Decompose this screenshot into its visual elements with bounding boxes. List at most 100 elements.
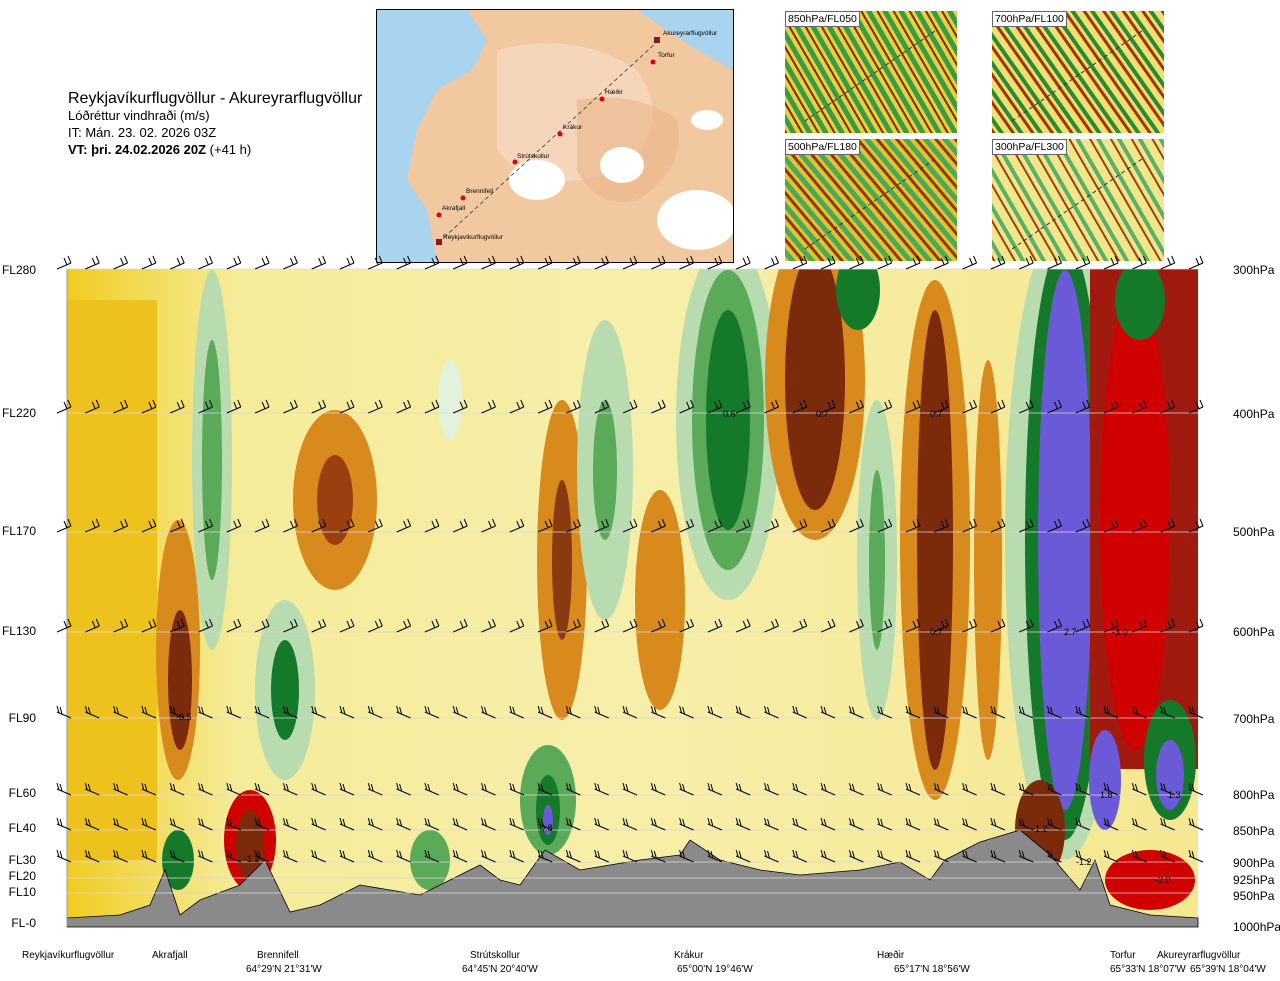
- waypoint-name: Akureyrarflugvöllur: [1157, 950, 1241, 961]
- wind-barb: [622, 399, 638, 414]
- thumbnail-300hpa[interactable]: 300hPa/FL300: [992, 139, 1164, 261]
- wind-barb: [1160, 782, 1175, 796]
- wind-barb: [764, 518, 779, 533]
- wind-barb: [650, 705, 666, 719]
- contour-value-label: 1.3: [1168, 790, 1181, 800]
- wind-barb: [622, 782, 638, 796]
- waypoint-coord: 64°29'N 21°31'W: [246, 964, 322, 975]
- wind-barb: [113, 518, 129, 533]
- map-label-akureyri: Akureyrarflugvöllur: [663, 30, 718, 37]
- valid-time-main: VT: þri. 24.02.2026 20Z: [68, 142, 207, 157]
- wind-barb: [537, 782, 553, 796]
- wind-barb: [453, 618, 468, 633]
- wind-barb: [707, 399, 723, 414]
- wind-barb: [933, 817, 949, 831]
- wind-barb: [339, 518, 355, 533]
- wind-barb: [311, 518, 327, 533]
- wind-barb: [367, 849, 383, 863]
- wind-barb: [452, 817, 468, 831]
- wind-barb: [339, 849, 355, 863]
- wind-barb: [1075, 618, 1091, 633]
- route-title: Reykjavíkurflugvöllur - Akureyrarflugvöl…: [68, 90, 363, 107]
- wind-barb: [1188, 518, 1204, 533]
- wind-barb: [820, 782, 836, 796]
- wind-barb: [283, 518, 298, 533]
- wind-barb: [254, 782, 270, 796]
- wind-barb: [481, 849, 496, 863]
- wind-barb: [1188, 782, 1204, 796]
- thumbnail-850hpa[interactable]: 850hPa/FL050: [785, 11, 957, 133]
- flight-level-label: FL60: [8, 786, 36, 800]
- wind-barb: [1018, 705, 1034, 719]
- wind-barb: [254, 618, 270, 633]
- wind-barb: [170, 618, 185, 633]
- wind-barb: [1075, 255, 1091, 270]
- wind-barb: [169, 849, 185, 863]
- wind-barb: [962, 705, 977, 719]
- wind-barb: [169, 817, 185, 831]
- wind-barb: [56, 255, 72, 270]
- pressure-level-label: 300hPa: [1233, 263, 1275, 277]
- wind-barb: [849, 518, 864, 533]
- wind-barb: [934, 255, 949, 270]
- wind-barb: [198, 849, 213, 863]
- wind-barb: [1103, 782, 1119, 796]
- wind-barb: [792, 399, 808, 414]
- wind-barb: [84, 705, 100, 719]
- wind-barb: [1047, 782, 1062, 796]
- wind-barb: [651, 399, 666, 414]
- chart-title-block: Reykjavíkurflugvöllur - Akureyrarflugvöl…: [68, 90, 362, 158]
- wind-barb: [764, 849, 779, 863]
- wind-barb: [622, 817, 638, 831]
- wind-barb: [311, 849, 326, 863]
- wind-barb: [84, 782, 100, 796]
- thumbnail-700hpa[interactable]: 700hPa/FL100: [992, 11, 1164, 133]
- contour-value-label: 0.7: [930, 409, 943, 419]
- wind-barb: [424, 518, 440, 533]
- wind-barb: [962, 618, 978, 633]
- wind-barb: [1131, 782, 1147, 796]
- flight-level-label: FL10: [8, 885, 36, 899]
- wind-barb: [990, 705, 1006, 719]
- wind-barb: [56, 618, 72, 633]
- wind-barb: [1019, 255, 1034, 270]
- wind-barb: [226, 399, 242, 414]
- wind-barb: [311, 817, 326, 831]
- wind-barb: [707, 849, 723, 863]
- wind-barb: [396, 705, 411, 719]
- wind-barb: [1019, 399, 1034, 414]
- waypoint-name: Strútskollur: [470, 950, 521, 961]
- wind-barb: [679, 817, 694, 831]
- wind-barb: [594, 618, 610, 633]
- wind-barb: [113, 255, 129, 270]
- wind-barb: [820, 255, 836, 270]
- contour-value-label: 1.8: [1100, 790, 1113, 800]
- flight-level-label: FL220: [1, 406, 36, 420]
- wind-barb: [226, 782, 241, 796]
- wind-barb: [594, 518, 610, 533]
- wind-barb: [1132, 255, 1147, 270]
- wind-barb: [792, 618, 808, 633]
- wind-barb: [594, 255, 610, 270]
- wind-barb: [622, 255, 638, 270]
- wind-barb: [226, 849, 241, 863]
- wind-barb: [113, 849, 128, 863]
- wind-barb: [396, 782, 411, 796]
- thumbnail-500hpa[interactable]: 500hPa/FL180: [785, 139, 957, 261]
- wind-barb: [764, 817, 779, 831]
- wind-barb: [368, 399, 383, 414]
- map-label-strutskollur: Strútskollur: [517, 153, 550, 160]
- wind-barb: [537, 849, 553, 863]
- wind-barb: [905, 849, 921, 863]
- wind-barb: [820, 817, 836, 831]
- wind-barb: [962, 255, 978, 270]
- wind-barb: [990, 255, 1006, 270]
- wind-barb: [56, 782, 72, 796]
- wind-barb: [707, 618, 723, 633]
- wind-barb: [1160, 255, 1176, 270]
- wind-barb: [1132, 518, 1147, 533]
- contour-value-label: -2.0: [1155, 875, 1171, 885]
- wind-barb: [736, 618, 751, 633]
- wind-barb: [424, 782, 440, 796]
- wind-barb: [85, 399, 100, 414]
